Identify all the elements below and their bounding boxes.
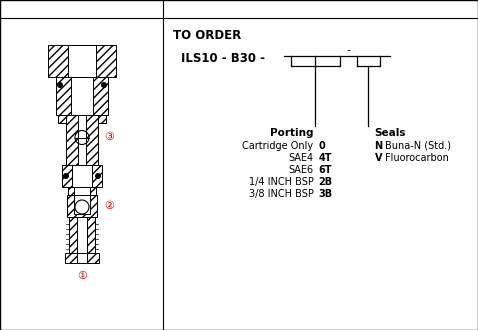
Bar [77,253,87,263]
Text: Seals: Seals [374,128,406,138]
Bar [92,165,102,187]
Text: Cartridge Only: Cartridge Only [242,141,314,151]
Bar [98,115,106,123]
Text: 1/4 INCH BSP: 1/4 INCH BSP [249,177,314,187]
Circle shape [95,173,101,179]
Bar [78,115,86,165]
Circle shape [101,82,107,88]
Bar [68,45,96,77]
Bar [62,165,72,187]
Bar [48,45,116,77]
Bar [86,115,98,165]
Text: 0: 0 [318,141,325,151]
Bar [58,115,66,123]
Text: SAE4: SAE4 [288,153,314,163]
Bar [71,77,93,115]
Text: 3B: 3B [318,189,333,199]
Text: 3/8 INCH BSP: 3/8 INCH BSP [249,189,314,199]
Bar [65,253,99,263]
Bar [74,187,90,195]
Text: SAE6: SAE6 [288,165,314,175]
Text: -: - [346,45,350,55]
Bar [68,187,96,195]
Text: 6T: 6T [318,165,332,175]
Bar [72,165,92,187]
Bar [77,217,87,253]
Text: Porting: Porting [270,128,314,138]
Text: ③: ③ [104,133,114,143]
Bar [56,77,108,115]
Text: 4T: 4T [318,153,332,163]
Text: 2B: 2B [318,177,333,187]
Text: ②: ② [104,201,114,211]
Bar [69,217,95,253]
Circle shape [57,82,63,88]
Text: Fluorocarbon: Fluorocarbon [385,153,449,163]
Text: TO ORDER: TO ORDER [173,29,241,42]
Text: Buna-N (Std.): Buna-N (Std.) [385,141,452,151]
Text: ①: ① [77,271,87,281]
Bar [74,195,90,214]
Circle shape [63,173,69,179]
Bar [66,115,78,165]
Bar [67,195,97,217]
Text: ILS10 - B30 -: ILS10 - B30 - [181,52,265,65]
Text: N: N [374,141,382,151]
Text: V: V [374,153,382,163]
